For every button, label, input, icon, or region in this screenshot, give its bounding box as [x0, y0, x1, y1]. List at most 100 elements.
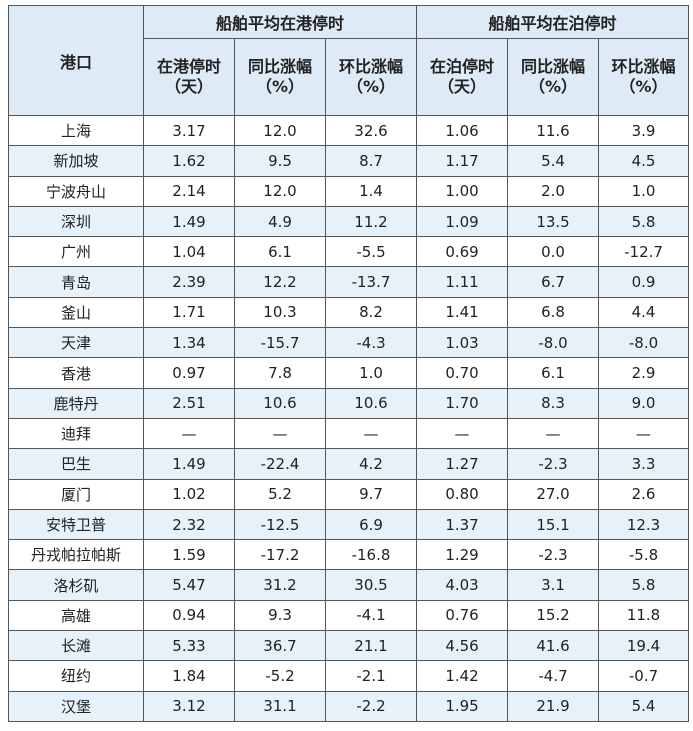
cell: 4.2: [324, 448, 418, 480]
cell: 10.3: [234, 296, 326, 329]
cell: 1.95: [416, 690, 509, 722]
port-name: 洛杉矶: [8, 569, 144, 601]
column-header: 环比涨幅 （%）: [598, 38, 690, 116]
cell: -16.8: [324, 539, 418, 571]
cell: 3.3: [598, 448, 690, 480]
cell: 3.1: [507, 569, 600, 601]
cell: 5.33: [143, 630, 235, 662]
cell: -5.8: [598, 539, 690, 571]
data-row: 宁波舟山 2.14 12.0 1.4 1.00 2.0 1.0: [8, 175, 690, 207]
port-name: 厦门: [8, 478, 144, 510]
cell: 2.39: [143, 266, 235, 298]
cell: 1.71: [143, 296, 235, 329]
cell: 1.41: [416, 296, 509, 329]
cell: -2.3: [507, 448, 600, 480]
cell: 2.9: [598, 357, 690, 389]
cell: 1.42: [416, 660, 509, 692]
header-row: 港口 船舶平均在港停时 船舶平均在泊停时: [8, 5, 690, 116]
column-header: 在泊停时 （天）: [416, 38, 509, 116]
column-header-line: （天）: [438, 77, 487, 96]
port-name: 汉堡: [8, 690, 144, 722]
cell: 1.84: [143, 660, 235, 692]
cell: -5.2: [234, 660, 326, 692]
cell: -4.1: [324, 599, 418, 632]
cell: 1.59: [143, 539, 235, 571]
cell: 9.3: [234, 599, 326, 632]
cell: 1.34: [143, 327, 235, 359]
data-row: 天津 1.34 -15.7 -4.3 1.03 -8.0 -8.0: [8, 327, 690, 359]
data-row: 新加坡 1.62 9.5 8.7 1.17 5.4 4.5: [8, 145, 690, 177]
cell: —: [598, 417, 690, 450]
table-wrap: 港口 船舶平均在港停时 船舶平均在泊停时 在港停时 （天） 同比涨幅 （%） 环比涨幅 （%）在…: [8, 5, 690, 722]
data-row: 丹戎帕拉帕斯 1.59 -17.2 -16.8 1.29 -2.3 -5.8: [8, 539, 690, 571]
cell: 0.69: [416, 236, 509, 268]
group-header: 船舶平均在泊停时: [416, 5, 690, 39]
cell: 12.2: [234, 266, 326, 298]
cell: 1.17: [416, 145, 509, 177]
cell: 3.9: [598, 114, 690, 147]
port-name: 高雄: [8, 599, 144, 632]
cell: 31.2: [234, 569, 326, 601]
port-name: 丹戎帕拉帕斯: [8, 539, 144, 571]
cell: 6.1: [234, 236, 326, 268]
cell: -4.7: [507, 660, 600, 692]
cell: -17.2: [234, 539, 326, 571]
column-header-line: （%）: [619, 77, 668, 96]
column-header-line: （%）: [255, 77, 305, 96]
data-row: 香港 0.97 7.8 1.0 0.70 6.1 2.9: [8, 357, 690, 389]
port-name: 宁波舟山: [8, 175, 144, 207]
port-name: 广州: [8, 236, 144, 268]
cell: 10.6: [234, 387, 326, 419]
column-header-line: 在港停时: [156, 57, 221, 76]
cell: 1.49: [143, 205, 235, 238]
group-header: 船舶平均在港停时: [142, 5, 418, 39]
cell: 4.9: [234, 205, 326, 238]
cell: 0.70: [416, 357, 509, 389]
cell: 1.70: [416, 387, 509, 419]
cell: 1.27: [416, 448, 509, 480]
cell: 15.2: [507, 599, 600, 632]
port-name: 长滩: [8, 630, 144, 662]
cell: 31.1: [234, 690, 326, 722]
cell: 4.03: [416, 569, 509, 601]
cell: —: [143, 417, 235, 450]
cell: 1.49: [143, 448, 235, 480]
cell: 4.4: [598, 296, 690, 329]
column-header: 同比涨幅 （%）: [507, 38, 600, 116]
column-header: 同比涨幅 （%）: [234, 38, 326, 116]
cell: 21.1: [324, 630, 418, 662]
column-header-line: 环比涨幅: [339, 57, 404, 76]
data-row: 长滩 5.33 36.7 21.1 4.56 41.6 19.4: [8, 630, 690, 662]
port-name: 天津: [8, 327, 144, 359]
cell: 9.7: [324, 478, 418, 510]
cell: 11.2: [324, 205, 418, 238]
cell: 36.7: [234, 630, 326, 662]
cell: 12.0: [234, 114, 326, 147]
cell: 0.76: [416, 599, 509, 632]
cell: 0.9: [598, 266, 690, 298]
cell: 5.4: [507, 145, 600, 177]
cell: 1.06: [416, 114, 509, 147]
cell: 9.5: [234, 145, 326, 177]
cell: 4.5: [598, 145, 690, 177]
data-row: 高雄 0.94 9.3 -4.1 0.76 15.2 11.8: [8, 599, 690, 632]
column-header-line: （%）: [346, 77, 396, 96]
cell: 4.56: [416, 630, 509, 662]
cell: 0.0: [507, 236, 600, 268]
cell: —: [416, 417, 509, 450]
header-row: 在港停时 （天） 同比涨幅 （%） 环比涨幅 （%） 在泊停时 （天） 同比涨幅 （%） 环比涨幅（…: [9, 38, 690, 116]
cell: 15.1: [507, 508, 600, 541]
data-row: 上海 3.17 12.0 32.6 1.06 11.6 3.9: [8, 114, 690, 147]
data-row: 广州 1.04 6.1 -5.5 0.69 0.0 -12.7: [8, 236, 690, 268]
cell: -0.7: [598, 660, 690, 692]
cell: 1.11: [416, 266, 509, 298]
cell: 5.8: [598, 569, 690, 601]
port-name: 迪拜: [8, 417, 144, 450]
port-name: 安特卫普: [8, 508, 144, 541]
cell: -2.3: [507, 539, 600, 571]
cell: 1.04: [143, 236, 235, 268]
cell: -5.5: [324, 236, 418, 268]
cell: 1.02: [143, 478, 235, 510]
cell: 3.12: [143, 690, 235, 722]
cell: 10.6: [324, 387, 418, 419]
